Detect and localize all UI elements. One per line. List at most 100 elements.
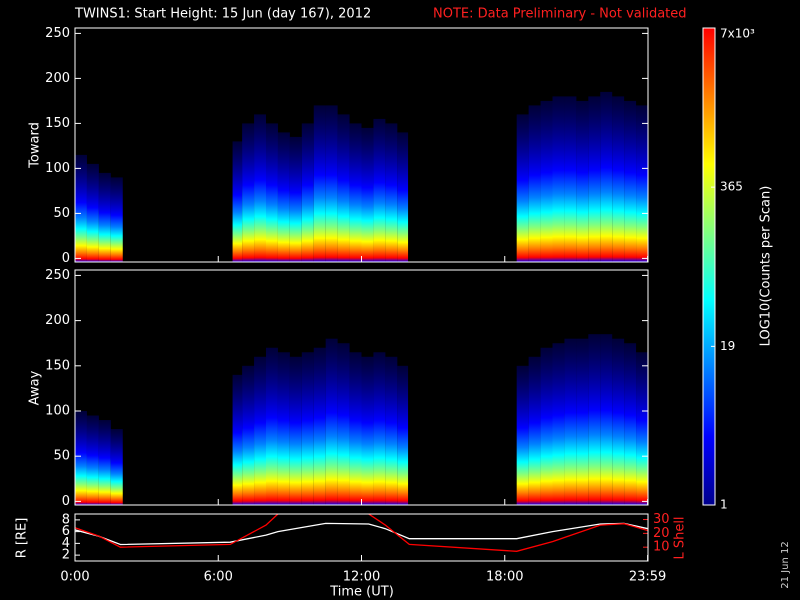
y-tick-label: 4 [62,536,70,551]
y2-tick-label: 20 [653,526,670,541]
spectrogram-column [254,356,266,505]
spectrogram-column [385,356,398,505]
spectrogram-column [349,123,362,263]
spectrogram-column [337,114,350,263]
spectrogram-column [361,127,374,263]
x-tick-label: 18:00 [486,570,523,585]
spectrogram-column [313,105,326,263]
spectrogram-column [110,429,123,505]
y-tick-label: 200 [45,313,70,328]
y-tick-label: 100 [45,404,70,419]
spectrogram-column [254,114,266,263]
y2-tick-label: 10 [653,540,670,555]
colorbar-tick-label: 19 [720,339,735,353]
spectrogram-column [516,365,529,505]
x-tick-label: 12:00 [343,570,380,585]
spectrogram-column [325,105,338,263]
spectrogram-column [612,338,625,505]
spectrogram-column [540,100,553,263]
spectrogram-column [624,343,637,505]
spectrogram-column [242,365,255,505]
spectrogram-column [636,352,648,505]
colorbar [702,27,716,506]
spectrogram-column [588,334,601,505]
date-stamp: 21 Jun 12 [780,541,791,588]
y2-tick-label: 30 [653,512,670,527]
spectrogram-column [528,105,541,263]
spectrogram-column [325,338,338,505]
spectrogram-column [86,163,99,262]
spectrogram-column [232,374,243,505]
spectrogram-column [289,356,302,505]
spectrogram-column [242,123,255,263]
colorbar-tick-label: 1 [720,498,728,512]
spectrogram-column [552,96,565,263]
spectrogram-column [289,136,302,262]
spectrogram-column [516,114,529,263]
y-tick-label: 8 [62,512,70,527]
y-tick-label: 200 [45,71,70,86]
spectrogram-column [600,334,613,505]
spectrogram-column [232,141,243,262]
colorbar-tick-label: 7x10³ [720,27,755,41]
spectrogram-column [98,420,111,505]
note: NOTE: Data Preliminary - Not validated [433,7,687,22]
spectrogram-column [361,356,374,505]
y-tick-label: 250 [45,268,70,283]
line-plot [75,514,648,552]
spectrogram-column [612,96,625,263]
y-tick-label: 6 [62,524,70,539]
chart-title: TWINS1: Start Height: 15 Jun (day 167), … [74,7,371,22]
spectrogram-column [313,347,326,505]
spectrogram-column [624,100,637,263]
spectrogram-column [576,338,589,505]
spectrogram-column [277,352,290,505]
y-axis-label: Away [28,370,43,405]
spectrogram-column [385,123,398,263]
spectrogram-column [588,96,601,263]
y-tick-label: 50 [53,206,70,221]
colorbar-label: LOG10(Counts per Scan) [759,186,774,347]
spectrogram-column [564,338,577,505]
y-tick-label: 150 [45,358,70,373]
spectrogram-column [636,105,648,263]
spectrogram-column [397,365,409,505]
y-tick-label: 150 [45,116,70,131]
spectrogram-column [301,352,314,505]
spectrogram-column [397,132,409,262]
spectrogram-column [576,100,589,263]
spectrogram-column [373,352,386,505]
x-tick-label: 6:00 [204,570,233,585]
y-tick-label: 0 [62,251,70,266]
y-axis-label: R [RE] [15,518,30,559]
spectrogram-column [75,411,87,505]
y-tick-label: 0 [62,494,70,509]
y2-axis-label: L Shell [673,516,688,559]
series-line [75,514,648,552]
spectrogram-column [528,356,541,505]
y-tick-label: 50 [53,449,70,464]
y-tick-label: 250 [45,26,70,41]
spectrogram-column [373,118,386,263]
spectrogram-column [564,96,577,263]
spectrogram-column [349,352,362,505]
panel-frame [74,513,649,562]
spectrogram-column [600,91,613,263]
spectrogram-column [75,154,87,262]
y-tick-label: 100 [45,161,70,176]
x-axis-label: Time (UT) [329,585,394,600]
colorbar-tick-label: 365 [720,180,743,194]
spectrogram-column [110,177,123,262]
spectrogram-column [301,123,314,263]
spectrogram-column [337,343,350,505]
x-tick-label: 23:59 [629,570,666,585]
spectrogram-column [540,347,553,505]
spectrogram-column [98,172,111,262]
spectrogram-column [552,343,565,505]
spectrogram-column [266,123,278,263]
spectrogram-column [86,415,99,505]
y-axis-label: Toward [28,122,43,169]
series-line [75,522,648,546]
x-tick-label: 0:00 [60,570,89,585]
